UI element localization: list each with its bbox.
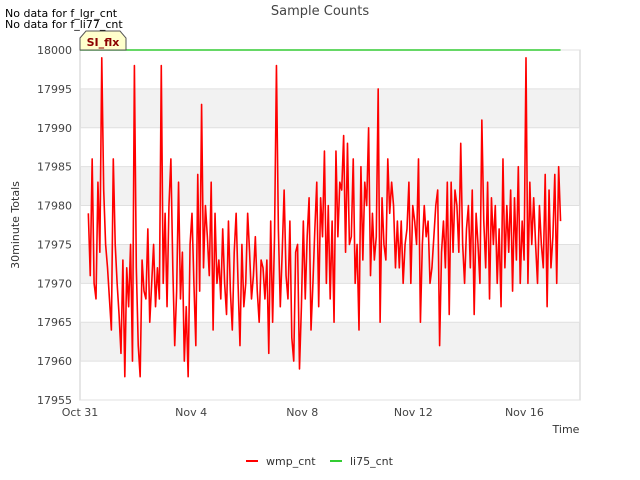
grid-band	[80, 88, 580, 128]
y-tick-label: 18000	[37, 44, 72, 57]
x-tick-label: Nov 16	[505, 406, 544, 419]
grid-bands	[80, 50, 580, 400]
series-line-wmp-cnt	[87, 56, 562, 378]
x-axis-label: Time	[552, 423, 580, 436]
x-tick-label: Nov 8	[286, 406, 318, 419]
series-group	[80, 49, 562, 378]
legend-label-li75-cnt: li75_cnt	[350, 455, 394, 468]
y-tick-label: 17960	[37, 355, 72, 368]
no-data-message-2: No data for f_li77_cnt	[5, 18, 123, 31]
site-badge: SI_flx	[79, 30, 127, 51]
x-tick-label: Nov 4	[175, 406, 207, 419]
grid-band	[80, 361, 580, 400]
y-tick-label: 17990	[37, 122, 72, 135]
legend: wmp_cnt li75_cnt	[246, 455, 394, 468]
y-tick-label: 17980	[37, 200, 72, 213]
grid-band	[80, 127, 580, 167]
site-badge-label: SI_flx	[87, 36, 120, 49]
y-axis-label: 30minute Totals	[9, 181, 22, 269]
x-tick-label: Oct 31	[62, 406, 99, 419]
grid-band	[80, 50, 580, 89]
y-tick-label: 17995	[37, 83, 72, 96]
x-tick-label: Nov 12	[394, 406, 433, 419]
y-tick-label: 17965	[37, 316, 72, 329]
legend-label-wmp-cnt: wmp_cnt	[266, 455, 316, 468]
y-tick-label: 17975	[37, 238, 72, 251]
y-tick-label: 17985	[37, 161, 72, 174]
y-tick-label: 17955	[37, 394, 72, 407]
grid-band	[80, 322, 580, 362]
x-axis: Oct 31 Nov 4 Nov 8 Nov 12 Nov 16	[62, 406, 544, 419]
no-data-message-1: No data for f_lgr_cnt	[5, 7, 118, 20]
chart-title: Sample Counts	[271, 4, 369, 19]
grid-band	[80, 166, 580, 206]
y-tick-label: 17970	[37, 277, 72, 290]
